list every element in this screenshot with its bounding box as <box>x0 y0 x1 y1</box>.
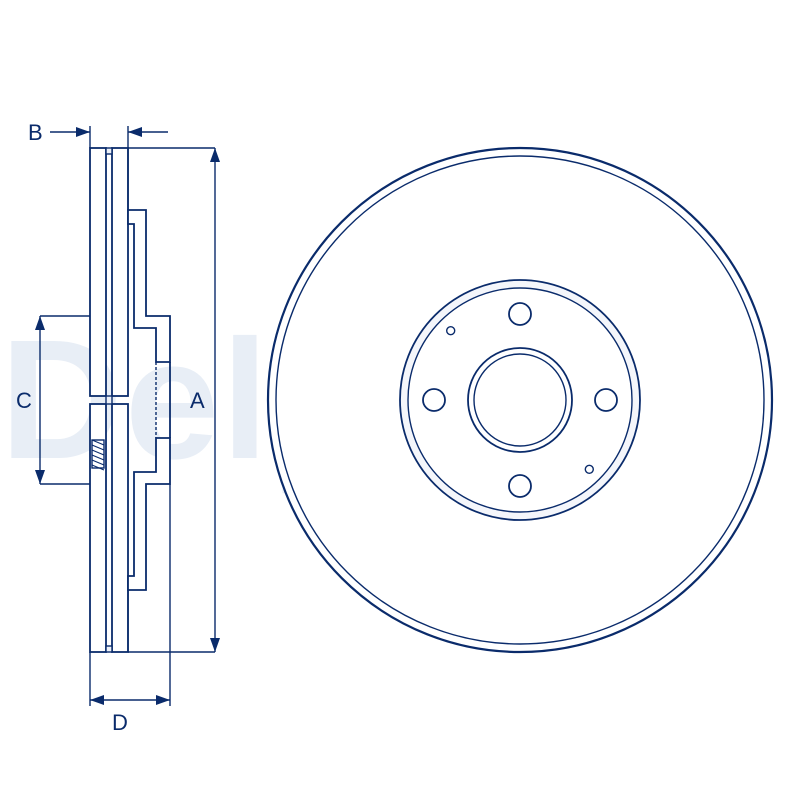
inboard-friction-plate-bot <box>112 404 128 652</box>
inboard-friction-plate-top <box>112 148 128 396</box>
front-view <box>268 148 772 652</box>
hat-section-bot <box>128 438 170 590</box>
outboard-friction-plate-top <box>90 148 106 396</box>
vent-cap-bot <box>106 646 112 652</box>
vent-mid-channel <box>106 396 112 404</box>
dim-label-a: A <box>190 388 205 413</box>
vent-cap-top <box>106 148 112 154</box>
dim-label-b: B <box>28 120 43 145</box>
diagram-stage: A B C D <box>0 0 800 800</box>
side-section-view <box>90 148 170 652</box>
dim-label-c: C <box>16 388 32 413</box>
dim-label-d: D <box>112 710 128 735</box>
technical-drawing-svg: A B C D <box>0 0 800 800</box>
hub-outer-step <box>408 288 632 512</box>
hat-section-top <box>128 210 170 362</box>
